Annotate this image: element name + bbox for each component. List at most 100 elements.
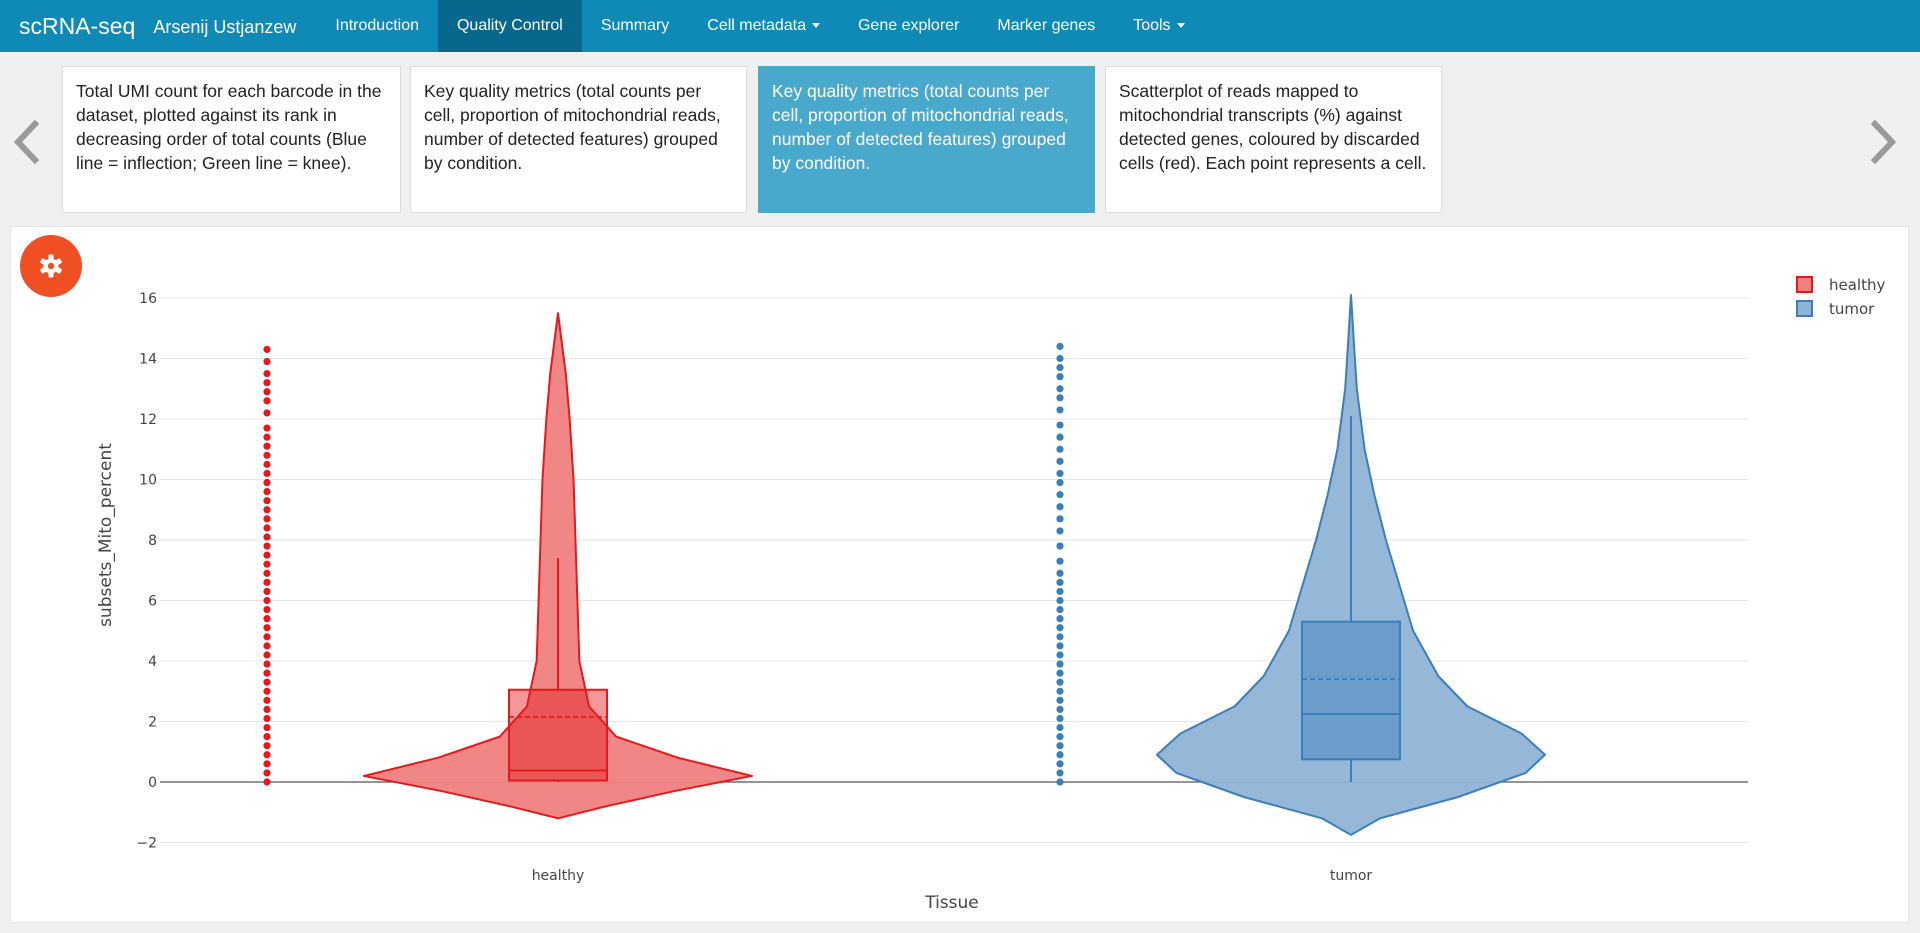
data-point-healthy [263, 596, 271, 605]
data-point-tumor [1056, 342, 1064, 350]
caret-down-icon [1176, 23, 1185, 29]
y-tick-label: 2 [148, 715, 157, 731]
gear-icon [40, 254, 62, 278]
data-point-healthy [263, 587, 271, 596]
data-point-tumor [1056, 542, 1064, 550]
data-point-tumor [1056, 733, 1064, 741]
legend-swatch-healthy [1796, 276, 1813, 293]
carousel-card-qc-metrics-active[interactable]: Key quality metrics (total counts per ce… [758, 66, 1095, 213]
data-point-tumor [1056, 354, 1064, 363]
nav-label: Marker genes [997, 17, 1096, 34]
data-point-tumor [1056, 433, 1064, 441]
data-point-healthy [263, 397, 271, 405]
data-point-tumor [1056, 578, 1064, 586]
data-point-healthy [263, 424, 271, 432]
data-point-healthy [263, 723, 271, 732]
data-point-healthy [263, 370, 271, 378]
plot-carousel: Total UMI count for each barcode in the … [0, 52, 1920, 226]
chevron-right-icon [1870, 119, 1897, 165]
data-point-tumor [1056, 633, 1064, 641]
data-point-healthy [263, 409, 271, 417]
y-tick-label: 16 [139, 291, 157, 307]
data-point-healthy [263, 696, 271, 704]
nav-quality-control[interactable]: Quality Control [437, 0, 582, 52]
data-point-healthy [263, 769, 271, 777]
x-tick-label: tumor [1330, 868, 1373, 884]
nav-introduction[interactable]: Introduction [316, 0, 438, 52]
nav-marker-genes[interactable]: Marker genes [978, 0, 1114, 52]
nav-label: Tools [1133, 17, 1171, 34]
nav-cell-metadata-dropdown[interactable]: Cell metadata [688, 0, 839, 52]
data-point-tumor [1056, 385, 1064, 393]
author-name: Arsenij Ustjanzew [153, 17, 297, 37]
data-point-tumor [1056, 445, 1064, 453]
nav-tools-dropdown[interactable]: Tools [1114, 0, 1203, 52]
data-point-healthy [263, 751, 271, 759]
data-point-healthy [263, 524, 271, 532]
y-tick-label: 10 [139, 473, 157, 489]
y-tick-label: 14 [139, 352, 157, 368]
data-point-tumor [1056, 457, 1064, 465]
carousel-card-mito-scatter[interactable]: Scatterplot of reads mapped to mitochond… [1105, 66, 1442, 213]
carousel-card-umi-rank[interactable]: Total UMI count for each barcode in the … [62, 66, 401, 213]
data-point-healthy [263, 778, 271, 786]
data-point-healthy [263, 669, 271, 677]
data-point-tumor [1056, 705, 1064, 714]
card-text: Scatterplot of reads mapped to mitochond… [1119, 81, 1427, 173]
data-point-tumor [1056, 751, 1064, 759]
app-brand[interactable]: scRNA-seq [19, 13, 136, 39]
data-point-healthy [263, 433, 271, 441]
nav-gene-explorer[interactable]: Gene explorer [839, 0, 978, 52]
data-point-healthy [263, 451, 271, 459]
y-tick-label: 8 [148, 533, 157, 549]
y-tick-label: 6 [148, 594, 157, 610]
data-point-tumor [1056, 373, 1064, 381]
data-point-healthy [263, 506, 271, 514]
nav-summary[interactable]: Summary [582, 0, 688, 52]
data-point-healthy [263, 542, 271, 550]
data-point-tumor [1056, 596, 1064, 605]
data-point-healthy [263, 651, 271, 659]
carousel-card-qc-metrics[interactable]: Key quality metrics (total counts per ce… [410, 66, 747, 213]
y-axis-title: subsets_Mito_percent [96, 443, 116, 627]
data-point-tumor [1056, 660, 1064, 668]
data-point-tumor [1056, 687, 1064, 695]
data-point-healthy [263, 388, 271, 396]
card-text: Key quality metrics (total counts per ce… [424, 81, 721, 173]
box-healthy [508, 688, 608, 782]
data-point-healthy [263, 488, 271, 496]
data-point-healthy [263, 615, 271, 623]
caret-down-icon [811, 23, 820, 29]
data-point-tumor [1056, 669, 1064, 677]
carousel-prev-button[interactable] [9, 118, 43, 166]
data-point-tumor [1056, 527, 1064, 535]
data-point-healthy [263, 642, 271, 650]
data-point-tumor [1056, 478, 1064, 487]
x-axis-title: Tissue [924, 893, 979, 913]
data-point-healthy [263, 345, 271, 354]
plot-settings-button[interactable] [20, 235, 82, 297]
data-point-tumor [1056, 723, 1064, 732]
y-tick-label: 4 [148, 654, 157, 670]
nav-label: Gene explorer [857, 17, 960, 34]
card-text: Key quality metrics (total counts per ce… [772, 81, 1069, 173]
data-point-tumor [1056, 569, 1064, 577]
data-point-tumor [1056, 678, 1064, 686]
data-point-healthy [263, 660, 271, 668]
data-point-tumor [1056, 615, 1064, 623]
nav-label: Quality Control [456, 17, 563, 34]
data-point-healthy [263, 714, 271, 723]
navbar: scRNA-seq Arsenij Ustjanzew Introduction… [0, 0, 1920, 52]
data-point-tumor [1056, 515, 1064, 523]
data-point-healthy [263, 705, 271, 714]
chevron-left-icon [13, 119, 40, 165]
data-point-tumor [1056, 503, 1064, 511]
data-point-tumor [1056, 742, 1064, 750]
carousel-next-button[interactable] [1867, 118, 1901, 166]
data-point-healthy [263, 687, 271, 695]
data-point-tumor [1056, 651, 1064, 659]
legend-swatch-tumor [1796, 300, 1813, 317]
data-point-tumor [1056, 769, 1064, 777]
data-point-tumor [1056, 469, 1064, 478]
data-point-tumor [1056, 557, 1064, 565]
